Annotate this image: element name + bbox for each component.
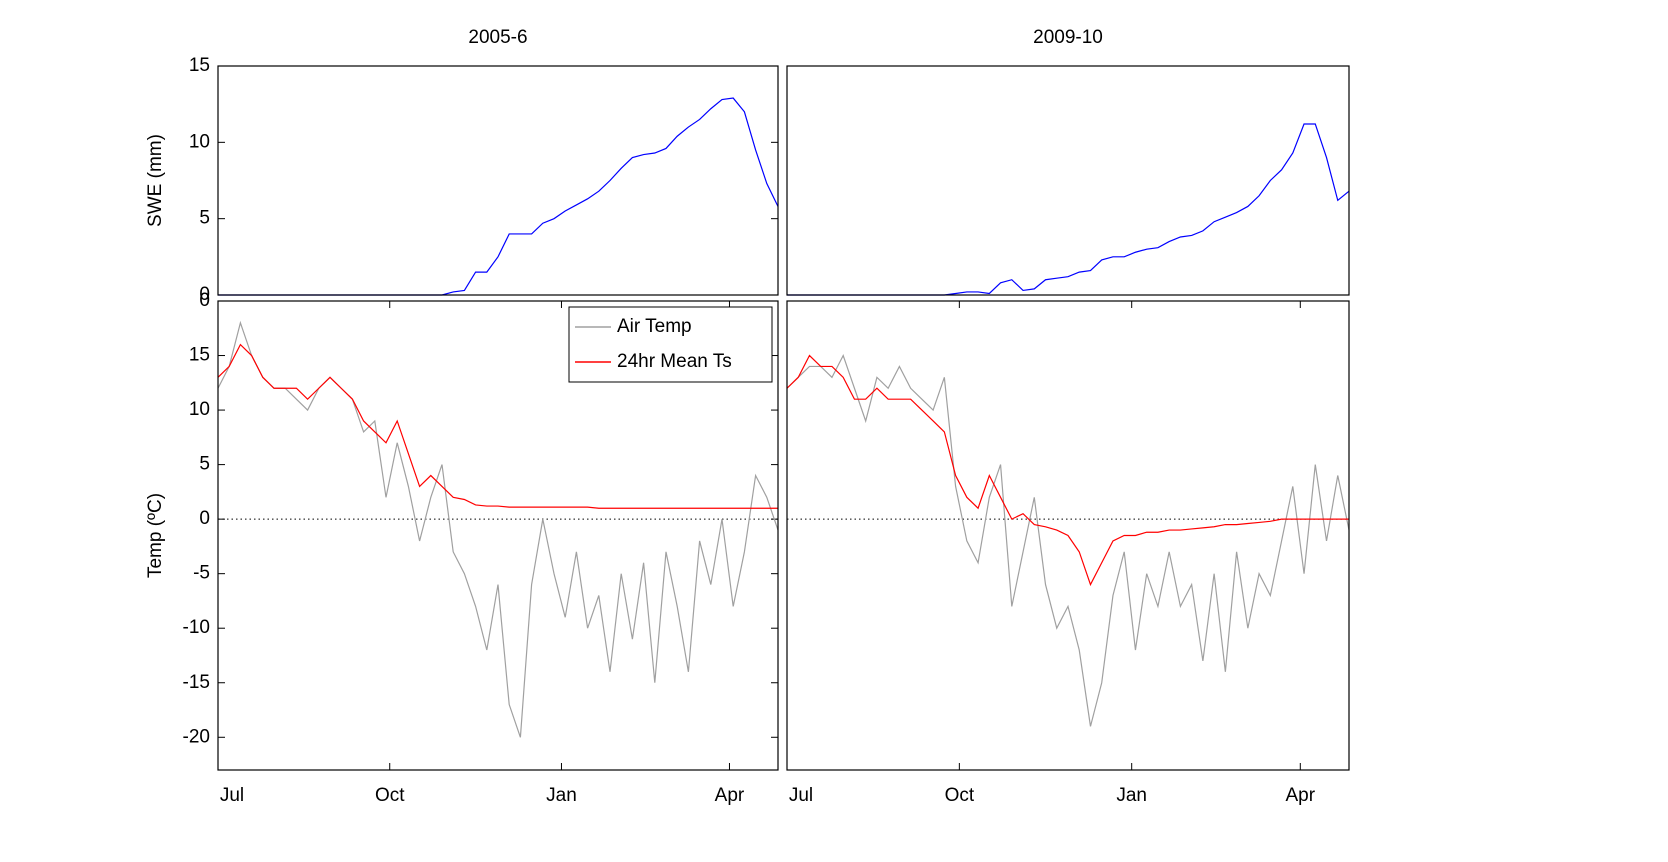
y-tick-label: 0: [199, 508, 210, 529]
y-tick-label: 5: [199, 208, 210, 229]
plot-frame: [217, 300, 779, 771]
panel: 2005-6 SWE (mm) 0 5 10 15: [145, 27, 779, 305]
plot-frame: [786, 300, 1350, 771]
y-tick-label: 0: [199, 290, 210, 311]
x-tick-label: Oct: [375, 785, 405, 806]
data-line: [786, 354, 1350, 727]
x-tick-label: Jul: [789, 785, 813, 806]
y-tick-label: -5: [193, 563, 210, 584]
y-tick-label: 10: [189, 131, 210, 152]
data-line: [786, 354, 1349, 587]
x-tick-label: Oct: [945, 785, 975, 806]
y-tick-label: -10: [183, 617, 210, 638]
legend-label: 24hr Mean Ts: [617, 351, 732, 372]
y-axis-label: SWE (mm): [145, 134, 166, 227]
panel-title: 2009-10: [1033, 27, 1103, 48]
x-tick-label: Apr: [1286, 785, 1316, 806]
data-line: [217, 320, 779, 738]
y-tick-label: 10: [189, 399, 210, 420]
y-tick-label: 15: [189, 55, 210, 76]
panel: Temp (ºC) -20 -15 -10 -5 0 5 10 15 0 Jul Oct Jan Apr A…: [145, 290, 779, 806]
x-tick-label: Jan: [546, 785, 577, 806]
y-tick-label: 15: [189, 345, 210, 366]
y-tick-label: -15: [183, 672, 210, 693]
plot-area: [218, 66, 778, 295]
panel: 2009-10: [786, 27, 1350, 296]
panel: Jul Oct Jan Apr: [786, 300, 1350, 806]
legend-label: Air Temp: [617, 316, 692, 337]
panel-title: 2005-6: [468, 27, 527, 48]
x-tick-label: Apr: [715, 785, 745, 806]
legend-box: [568, 306, 773, 383]
y-tick-label: -20: [183, 726, 210, 747]
y-axis-label: Temp (ºC): [145, 493, 166, 578]
x-tick-label: Jan: [1116, 785, 1147, 806]
plot-area: [787, 66, 1349, 295]
plot-frame: [217, 65, 779, 296]
y-tick-label: 0: [199, 284, 210, 305]
x-tick-label: Jul: [220, 785, 244, 806]
data-line: [217, 343, 778, 509]
plot-frame: [786, 65, 1350, 296]
y-tick-label: 5: [199, 454, 210, 475]
